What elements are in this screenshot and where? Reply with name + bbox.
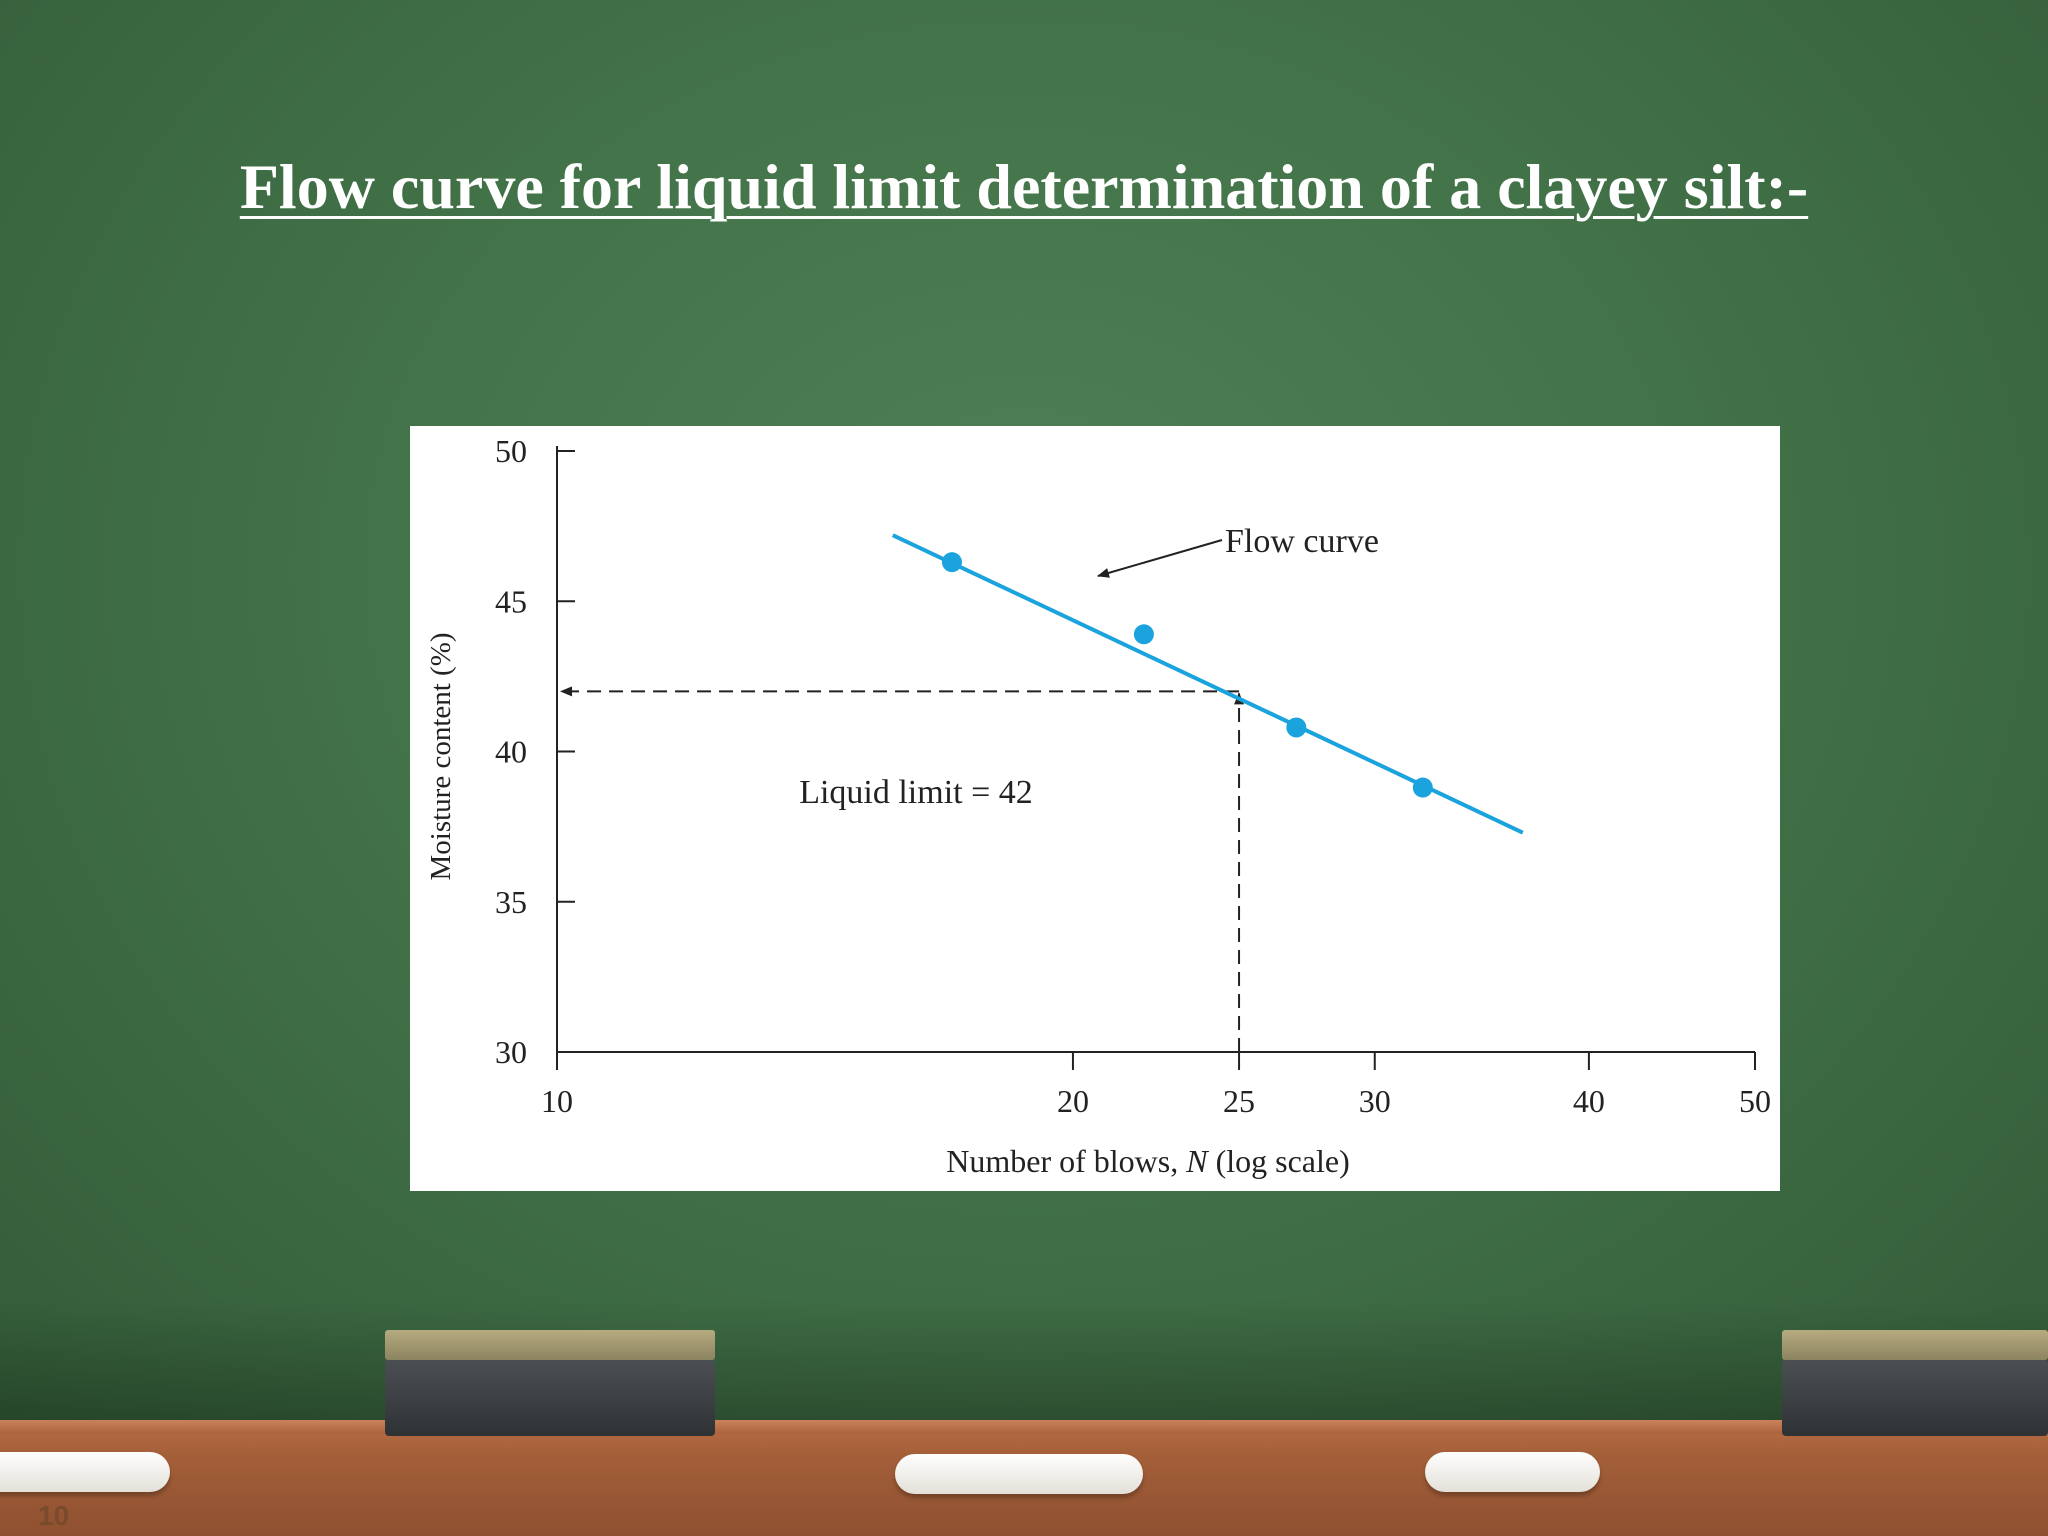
eraser-left [385, 1330, 715, 1436]
x-tick-label: 25 [1223, 1083, 1255, 1119]
y-tick-label: 50 [495, 433, 527, 469]
chalk-stick-left [0, 1452, 170, 1492]
data-point [941, 552, 962, 573]
liquid-limit-label: Liquid limit = 42 [799, 774, 1033, 811]
chalk-stick-middle [895, 1454, 1143, 1494]
y-axis-title: Moisture content (%) [425, 632, 457, 880]
flow-curve-label: Flow curve [1225, 523, 1379, 560]
y-tick-label: 45 [495, 583, 527, 619]
data-point [1412, 777, 1433, 798]
x-axis-title: Number of blows, N (log scale) [946, 1143, 1349, 1179]
data-point [1133, 624, 1154, 645]
x-tick-label: 50 [1739, 1083, 1771, 1119]
x-tick-label: 30 [1359, 1083, 1391, 1119]
slide-title: Flow curve for liquid limit determinatio… [239, 151, 1809, 222]
page-number: 10 [38, 1500, 70, 1531]
y-tick-label: 35 [495, 884, 527, 920]
x-tick-label: 20 [1057, 1083, 1089, 1119]
chalk-ledge-lip [0, 1420, 2048, 1434]
data-point [1286, 717, 1307, 738]
chalk-stick-right [1425, 1452, 1600, 1492]
y-tick-label: 40 [495, 734, 527, 770]
flow-curve-pointer-arrow [1097, 539, 1223, 578]
chart-panel: 30 35 40 45 50 10 20 25 30 40 50 Number of blows, N… [410, 426, 1780, 1191]
x-tick-label: 10 [541, 1083, 573, 1119]
flow-curve-chart: 30 35 40 45 50 10 20 25 30 40 50 Number of blows, N… [425, 433, 1771, 1179]
x-tick-label: 40 [1573, 1083, 1605, 1119]
eraser-right [1782, 1330, 2048, 1436]
y-tick-label: 30 [495, 1034, 527, 1070]
